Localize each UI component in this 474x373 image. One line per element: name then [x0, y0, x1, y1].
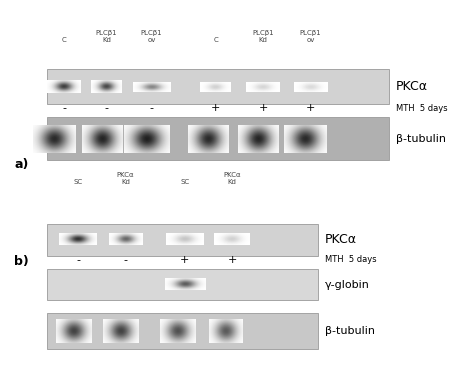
- Text: C: C: [62, 37, 66, 43]
- Bar: [47, 313, 318, 349]
- Text: -: -: [150, 103, 154, 113]
- Text: MTH  5 days: MTH 5 days: [396, 104, 447, 113]
- Text: -: -: [62, 103, 66, 113]
- Text: γ-globin: γ-globin: [325, 280, 370, 289]
- Text: MTH  5 days: MTH 5 days: [325, 256, 376, 264]
- Bar: [47, 69, 389, 104]
- Text: -: -: [76, 255, 80, 265]
- Text: SC: SC: [180, 179, 190, 185]
- Text: β-tubulin: β-tubulin: [325, 326, 374, 336]
- Bar: [47, 224, 318, 256]
- Text: +: +: [211, 103, 220, 113]
- Text: PLCβ1
Kd: PLCβ1 Kd: [96, 30, 118, 43]
- Text: PKCα
Kd: PKCα Kd: [117, 172, 135, 185]
- Text: PLCβ1
ov: PLCβ1 ov: [300, 30, 321, 43]
- Text: β-tubulin: β-tubulin: [396, 134, 446, 144]
- Text: +: +: [228, 255, 237, 265]
- Text: b): b): [14, 255, 29, 267]
- Text: -: -: [105, 103, 109, 113]
- Text: PKCα
Kd: PKCα Kd: [223, 172, 241, 185]
- Text: +: +: [180, 255, 190, 265]
- Bar: [47, 269, 318, 300]
- Text: +: +: [306, 103, 315, 113]
- Text: PLCβ1
Kd: PLCβ1 Kd: [252, 30, 274, 43]
- Text: +: +: [258, 103, 268, 113]
- Text: C: C: [213, 37, 218, 43]
- Text: -: -: [124, 255, 128, 265]
- Bar: [47, 117, 389, 160]
- Text: SC: SC: [73, 179, 83, 185]
- Text: PLCβ1
ov: PLCβ1 ov: [141, 30, 163, 43]
- Text: PKCα: PKCα: [325, 233, 357, 246]
- Text: a): a): [14, 158, 28, 170]
- Text: PKCα: PKCα: [396, 81, 428, 93]
